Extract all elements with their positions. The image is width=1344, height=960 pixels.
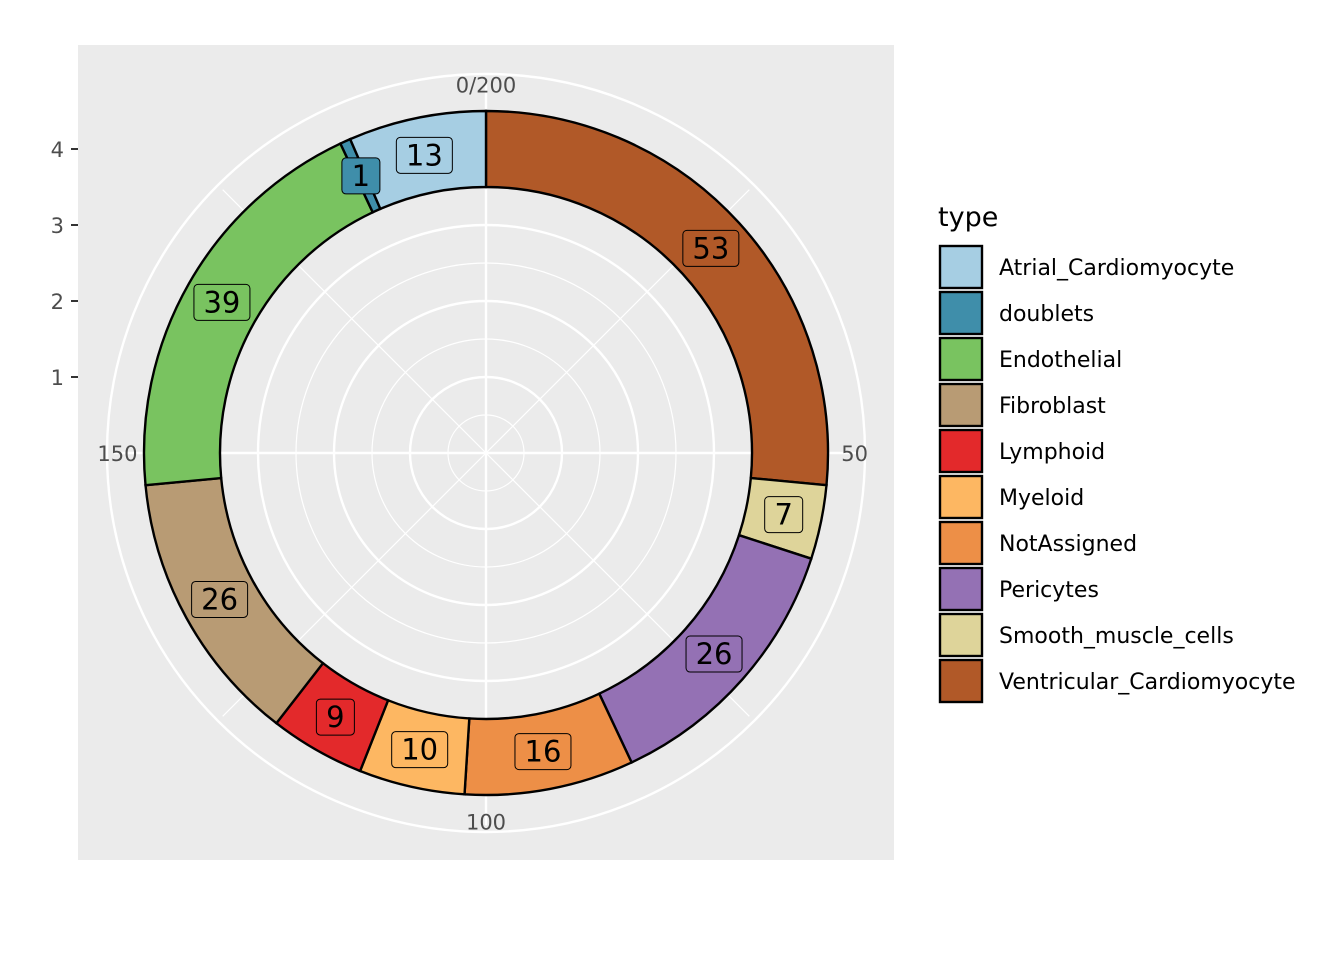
data-label-notassigned: 16 (514, 733, 572, 771)
data-label-text: 9 (326, 700, 344, 734)
legend: type Atrial_Cardiomyocyte doublets Endothe… (938, 202, 1296, 704)
legend-item: Pericytes (938, 566, 1099, 612)
data-label-smooth-muscle-cells: 7 (764, 496, 804, 534)
legend-item: Atrial_Cardiomyocyte (938, 244, 1234, 290)
legend-swatch (938, 520, 984, 566)
data-label-ventricular-cardiomyocyte: 53 (682, 229, 740, 267)
data-label-box (315, 698, 355, 736)
data-label-text: 26 (696, 637, 733, 671)
legend-label: Atrial_Cardiomyocyte (999, 256, 1234, 281)
theta-tick-label: 100 (466, 811, 506, 835)
legend-label: doublets (999, 302, 1094, 327)
data-label-layer: 53 7 26 16 10 9 26 39 1 13 (191, 136, 804, 771)
legend-title: type (938, 202, 998, 233)
data-label-pericytes: 26 (685, 635, 743, 673)
data-label-box (514, 733, 572, 771)
theta-tick-label: 50 (841, 442, 868, 466)
legend-swatch (938, 244, 984, 290)
theta-tick-label: 150 (97, 442, 137, 466)
radial-tick-label: 2 (51, 290, 64, 314)
legend-label: Fibroblast (999, 394, 1106, 419)
data-label-text: 16 (525, 735, 562, 769)
legend-item: Endothelial (938, 336, 1122, 382)
radial-tick-label: 1 (51, 366, 64, 390)
data-label-endothelial: 39 (193, 283, 251, 321)
legend-swatch (938, 336, 984, 382)
legend-swatch (938, 612, 984, 658)
legend-label: Ventricular_Cardiomyocyte (999, 670, 1296, 695)
legend-item: Ventricular_Cardiomyocyte (938, 658, 1296, 704)
data-label-text: 26 (201, 582, 238, 616)
data-label-text: 13 (406, 138, 443, 172)
data-label-text: 10 (401, 733, 438, 767)
data-label-doublets: 1 (341, 157, 381, 195)
data-label-box (341, 157, 381, 195)
data-label-text: 7 (774, 498, 792, 532)
legend-item: Smooth_muscle_cells (938, 612, 1234, 658)
data-label-box (682, 229, 740, 267)
theta-tick-label: 0/200 (456, 73, 517, 97)
data-label-lymphoid: 9 (315, 698, 355, 736)
legend-item: Lymphoid (938, 428, 1105, 474)
legend-swatch (938, 290, 984, 336)
legend-swatch (938, 382, 984, 428)
radial-tick-label: 3 (51, 214, 64, 238)
legend-swatch (938, 474, 984, 520)
legend-label: Pericytes (999, 578, 1099, 603)
data-label-box (685, 635, 743, 673)
legend-item: Myeloid (938, 474, 1084, 520)
data-label-box (193, 283, 251, 321)
radial-tick-label: 4 (51, 138, 64, 162)
legend-swatch (938, 658, 984, 704)
axis-layer: 0/200 50 100 150 1 2 3 4 (51, 73, 868, 834)
legend-item: doublets (938, 290, 1094, 336)
data-label-atrial-cardiomyocyte: 13 (395, 136, 453, 174)
legend-label: Lymphoid (999, 440, 1105, 465)
legend-label: NotAssigned (999, 532, 1137, 557)
legend-label: Myeloid (999, 486, 1084, 511)
legend-item: Fibroblast (938, 382, 1106, 428)
legend-swatch (938, 428, 984, 474)
data-label-text: 53 (692, 231, 729, 265)
legend-label: Endothelial (999, 348, 1122, 373)
legend-label: Smooth_muscle_cells (999, 624, 1234, 649)
data-label-text: 39 (203, 285, 240, 319)
data-label-box (191, 580, 249, 618)
grid-circle-major (105, 72, 867, 834)
data-label-text: 1 (352, 159, 370, 193)
data-label-box (391, 731, 449, 769)
legend-swatch (938, 566, 984, 612)
data-label-fibroblast: 26 (191, 580, 249, 618)
data-label-box (395, 136, 453, 174)
data-label-myeloid: 10 (391, 731, 449, 769)
data-label-box (764, 496, 804, 534)
legend-item: NotAssigned (938, 520, 1137, 566)
